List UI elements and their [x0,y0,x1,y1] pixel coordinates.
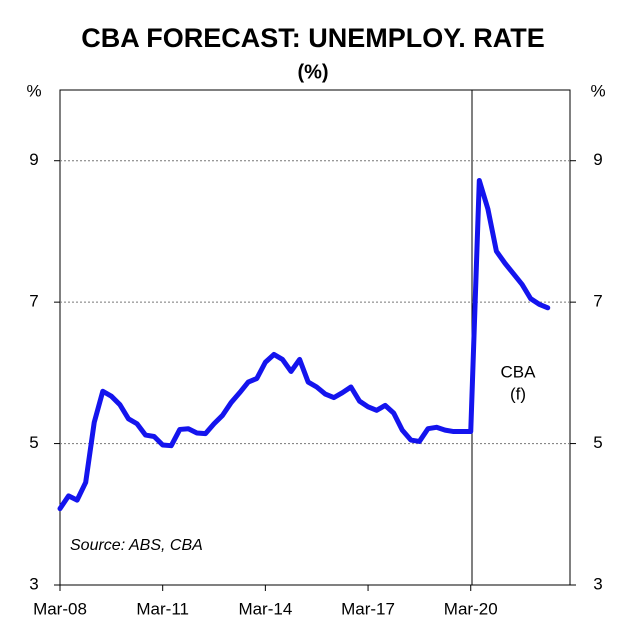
y2-tick-label: 3 [593,574,602,593]
annotation: (f) [510,384,526,403]
annotation: CBA [501,362,537,381]
x-tick-label: Mar-14 [238,599,292,618]
y-tick-label: 7 [29,292,38,311]
plot-frame [59,89,571,586]
y2-tick-label: 5 [593,433,602,452]
chart-subtitle: (%) [297,61,328,83]
y2-tick-label: 9 [593,150,602,169]
chart-title: CBA FORECAST: UNEMPLOY. RATE [81,23,545,53]
x-tick-label: Mar-08 [33,599,87,618]
y-axis-label: % [26,81,41,100]
y2-axis-label: % [590,81,605,100]
y-tick-label: 5 [29,433,38,452]
x-tick-label: Mar-11 [136,599,189,618]
y2-tick-label: 7 [593,292,602,311]
y-tick-label: 3 [29,574,38,593]
line [57,178,551,512]
x-tick-label: Mar-20 [444,599,498,618]
source: Source: ABS, CBA [70,537,203,554]
y-tick-label: 9 [29,150,38,169]
x-tick-label: Mar-17 [341,599,395,618]
